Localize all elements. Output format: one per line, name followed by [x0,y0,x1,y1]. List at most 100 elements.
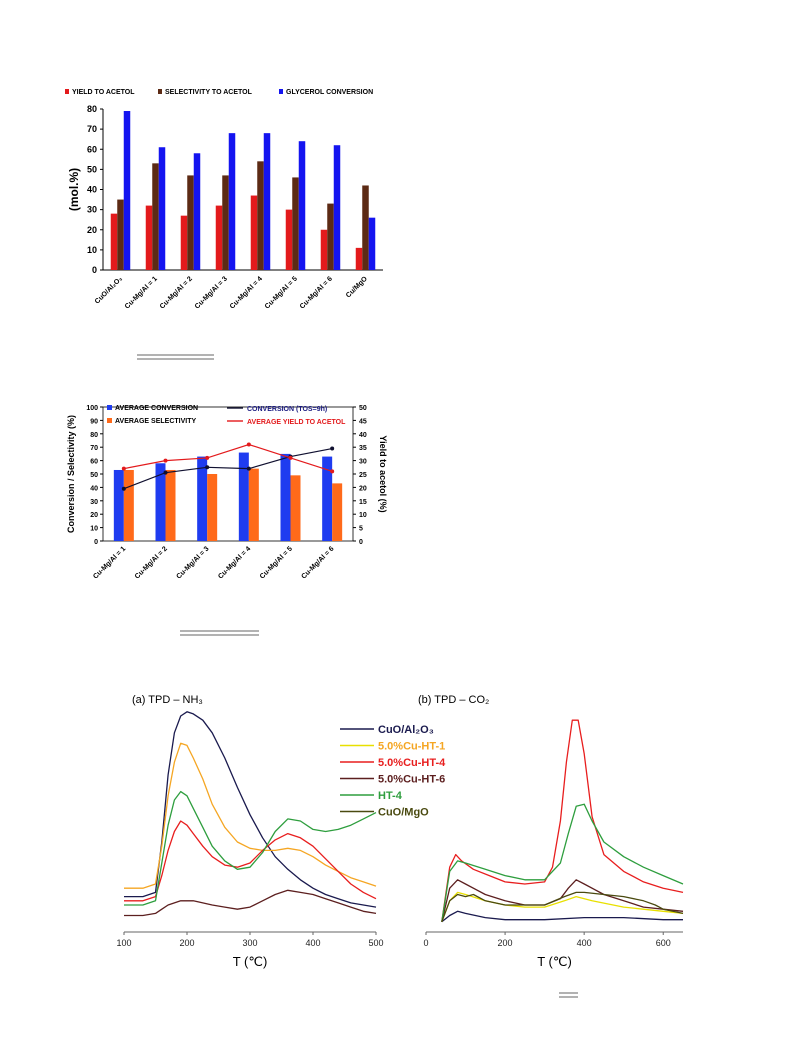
y-tick-label: 30 [87,205,97,215]
y-tick-label: 100 [86,405,98,412]
y-axis-label: (mol.%) [67,168,81,211]
series-line [441,719,684,922]
bar [117,199,124,270]
series-line [123,447,333,490]
legend-label: AVERAGE SELECTIVITY [115,418,196,425]
bar [123,111,131,270]
x-tick-label: Cu-Mg/Al = 5 [259,545,294,580]
x-tick-label: Cu-Mg/Al = 2 [159,275,194,310]
y-tick-label: 70 [90,445,98,452]
bar [152,163,159,270]
legend-label: CONVERSION (TOS=9h) [247,406,327,413]
y-tick-label: 60 [90,459,98,466]
y-tick-label: 10 [87,245,97,255]
y2-tick-label: 0 [359,539,363,546]
data-point [121,466,126,471]
bar [207,474,218,541]
y2-tick-label: 30 [359,459,367,466]
legend-label: HT-4 [378,790,403,802]
y-tick-label: 20 [87,225,97,235]
y2-tick-label: 40 [359,432,367,439]
x-tick-label: Cu-Mg/Al = 3 [176,545,211,580]
bar [228,133,236,270]
bar [280,453,291,541]
x-tick-label: Cu-Mg/Al = 6 [299,275,334,310]
chart-tpd-nh3: 100 200 300 400 500 T (℃) (a) TPD – NH₃ [116,694,383,969]
x-tick-label: Cu-Mg/Al = 3 [194,275,229,310]
legend-label: 5.0%Cu-HT-6 [378,774,445,786]
x-tick-label: Cu-Mg/Al = 4 [217,545,252,580]
legend-swatch [107,418,112,423]
bar [238,452,249,541]
y-tick-label: 80 [90,432,98,439]
bar [362,185,369,270]
bar [145,205,153,270]
y2-axis-label: Yield to acetol (%) [378,435,388,512]
series-line [124,711,377,908]
legend-label: SELECTIVITY TO ACETOL [165,89,253,96]
bar [155,463,166,541]
y2-tick-label: 25 [359,472,367,479]
y2-tick-label: 35 [359,445,367,452]
legend-label: CuO/MgO [378,807,429,819]
legend-swatch [279,89,283,94]
x-tick-label: 100 [116,938,131,948]
chart-title: (b) TPD – CO₂ [418,694,489,706]
decorations [137,354,578,998]
series-line [124,820,377,902]
series-line [441,891,684,923]
series-line [124,790,377,906]
y-tick-label: 0 [94,539,98,546]
y-tick-label: 60 [87,144,97,154]
bar [285,209,293,270]
x-tick-label: 200 [179,938,194,948]
y-tick-label: 70 [87,124,97,134]
bar [248,468,259,541]
bar [158,147,166,270]
series-line [441,891,684,923]
y-tick-label: 0 [92,265,97,275]
data-point [205,465,210,470]
y2-tick-label: 50 [359,405,367,412]
data-point [121,486,126,491]
bar [332,483,343,541]
bar [193,153,201,270]
bar [123,469,134,541]
plot-frame [102,406,354,542]
y-tick-label: 40 [90,485,98,492]
data-point [163,470,168,475]
y-tick-label: 50 [90,472,98,479]
legend-swatch [65,89,69,94]
legend-label: GLYCEROL CONVERSION [286,89,373,96]
x-tick-label: Cu/MgO [345,275,369,299]
x-tick-label: CuO/Al₂O₃ [94,275,124,305]
bar [320,229,328,270]
y-tick-label: 20 [90,512,98,519]
bar [197,456,208,541]
data-point [246,466,251,471]
y2-tick-label: 5 [359,526,363,533]
bar [327,203,334,270]
x-tick-label: 300 [242,938,257,948]
series-line [124,889,377,917]
legend-label: 5.0%Cu-HT-1 [378,741,445,753]
series-line [441,803,684,922]
legend-label: AVERAGE CONVERSION [115,405,198,412]
y-tick-label: 80 [87,104,97,114]
y-tick-label: 50 [87,164,97,174]
bar [263,133,271,270]
bar [355,247,363,270]
bar [215,205,223,270]
x-tick-label: Cu-Mg/Al = 1 [124,275,159,310]
bar [257,161,264,270]
x-tick-label: Cu-Mg/Al = 6 [301,545,336,580]
y2-tick-label: 45 [359,418,367,425]
bar [165,469,176,541]
bar [290,475,301,541]
bar [180,215,188,270]
x-tick-label: Cu-Mg/Al = 5 [264,275,299,310]
data-point [330,469,335,474]
x-tick-label: 600 [656,938,671,948]
bar [292,177,299,270]
